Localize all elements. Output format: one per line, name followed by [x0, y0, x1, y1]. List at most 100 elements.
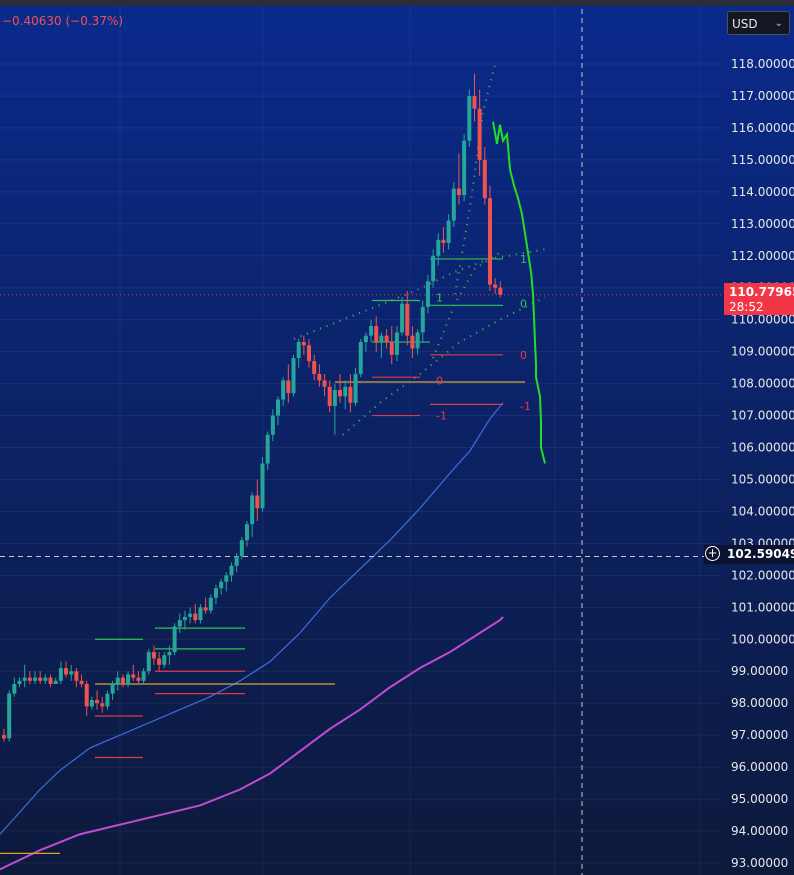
- ma-slow-line: [0, 616, 504, 871]
- level-label: 1: [520, 253, 527, 266]
- crosshair-price-value: 102.59049: [727, 547, 794, 561]
- currency-label: USD: [732, 17, 758, 31]
- candle-body: [467, 95, 472, 141]
- candle-body: [441, 239, 446, 243]
- candle-body: [312, 361, 317, 375]
- candle-body: [38, 677, 43, 681]
- candle-body: [115, 677, 120, 685]
- candle-body: [100, 703, 105, 707]
- candle-body: [193, 613, 198, 621]
- level-label: 0: [436, 374, 443, 387]
- candle-body: [317, 374, 322, 381]
- candle-body: [7, 693, 12, 739]
- candle-body: [79, 680, 84, 685]
- y-tick-label: 93.00000: [731, 856, 788, 870]
- candle-body: [250, 495, 255, 525]
- candle-body: [69, 671, 74, 675]
- candle-body: [162, 655, 167, 665]
- candle-body: [172, 626, 177, 653]
- candle-body: [234, 556, 239, 566]
- candle-body: [374, 326, 379, 343]
- candle-body: [451, 188, 456, 221]
- channel-lower: [342, 296, 546, 436]
- candle-body: [219, 581, 224, 589]
- candle-body: [244, 524, 249, 541]
- candle-body: [177, 620, 182, 627]
- candle-body: [389, 342, 394, 355]
- candle-body: [307, 345, 312, 362]
- candle-body: [167, 652, 172, 656]
- candle-body: [229, 565, 234, 576]
- bar-countdown: 28:52: [729, 300, 764, 314]
- last-price-tag: 110.77965 28:52: [724, 283, 794, 315]
- y-tick-label: 106.00000: [731, 441, 794, 455]
- candle-body: [348, 386, 353, 403]
- candle-body: [33, 677, 38, 681]
- candle-body: [151, 652, 156, 659]
- last-price-value: 110.77965: [729, 285, 794, 299]
- candle-body: [384, 335, 389, 343]
- y-tick-label: 114.00000: [731, 185, 794, 199]
- y-tick-label: 108.00000: [731, 377, 794, 391]
- candle-body: [477, 108, 482, 160]
- candle-body: [498, 287, 503, 295]
- candle-body: [43, 677, 48, 681]
- y-tick-label: 113.00000: [731, 217, 794, 231]
- candle-body: [296, 342, 301, 359]
- candle-body: [332, 389, 337, 406]
- crosshair-price-tag: + 102.59049: [704, 545, 794, 564]
- candle-body: [425, 281, 430, 307]
- candle-body: [400, 303, 405, 333]
- candle-body: [53, 680, 58, 685]
- y-tick-label: 104.00000: [731, 504, 794, 518]
- candle-body: [338, 389, 343, 397]
- candle-body: [239, 540, 244, 557]
- y-tick-label: 117.00000: [731, 89, 794, 103]
- y-tick-label: 95.00000: [731, 792, 788, 806]
- price-change-text: −0.40630 (−0.37%): [2, 14, 124, 28]
- candle-body: [126, 674, 131, 685]
- candle-body: [291, 358, 296, 394]
- candle-body: [276, 399, 281, 416]
- candle-body: [131, 674, 136, 678]
- y-tick-label: 98.00000: [731, 696, 788, 710]
- candle-body: [363, 335, 368, 343]
- candle-body: [446, 220, 451, 243]
- candle-body: [120, 677, 125, 685]
- candle-body: [64, 668, 69, 675]
- candle-body: [353, 374, 358, 403]
- plus-icon[interactable]: +: [705, 546, 720, 561]
- candle-body: [394, 332, 399, 355]
- candle-body: [208, 597, 213, 611]
- candle-body: [105, 693, 110, 707]
- candle-body: [462, 140, 467, 196]
- candle-body: [182, 616, 187, 621]
- ma-fast-line: [0, 402, 504, 835]
- candle-body: [482, 159, 487, 199]
- top-bar: [0, 0, 794, 6]
- candle-body: [281, 380, 286, 400]
- candle-body: [74, 671, 79, 681]
- candle-body: [472, 95, 477, 109]
- candle-body: [410, 335, 415, 349]
- candle-body: [203, 607, 208, 611]
- y-tick-label: 102.00000: [731, 568, 794, 582]
- candle-body: [420, 306, 425, 333]
- candle-body: [493, 284, 498, 288]
- y-tick-label: 94.00000: [731, 824, 788, 838]
- candle-body: [343, 386, 348, 397]
- candle-body: [12, 684, 17, 694]
- candle-body: [188, 613, 193, 617]
- candle-body: [322, 380, 327, 387]
- candle-body: [84, 684, 89, 707]
- currency-select[interactable]: USD ⌄: [727, 11, 790, 35]
- candle-body: [405, 303, 410, 336]
- candle-body: [136, 677, 141, 681]
- y-tick-label: 116.00000: [731, 121, 794, 135]
- candle-body: [224, 575, 229, 582]
- candle-body: [89, 700, 94, 707]
- y-tick-label: 100.00000: [731, 632, 794, 646]
